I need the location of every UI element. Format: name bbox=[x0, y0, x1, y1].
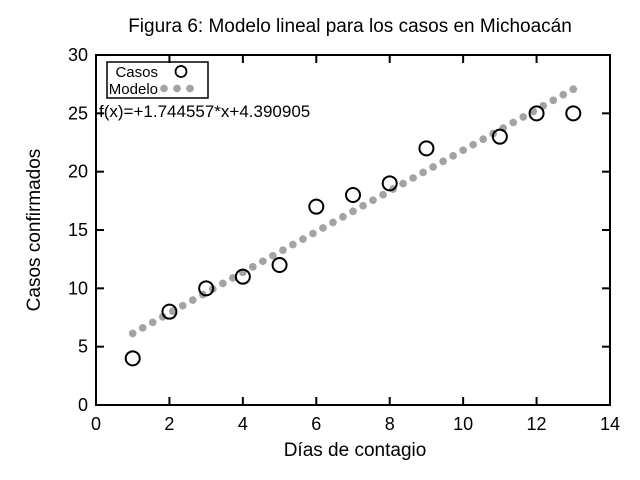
casos-point bbox=[565, 105, 582, 122]
modelo-point bbox=[219, 279, 227, 288]
modelo-point bbox=[539, 102, 548, 110]
modelo-point bbox=[409, 174, 417, 182]
modelo-series bbox=[128, 85, 578, 338]
modelo-point bbox=[309, 229, 317, 238]
casos-series bbox=[124, 105, 582, 367]
modelo-point bbox=[449, 151, 457, 160]
modelo-point bbox=[279, 246, 287, 254]
y-tick-label: 0 bbox=[78, 395, 88, 415]
x-tick-label: 2 bbox=[164, 414, 174, 434]
y-tick-label: 25 bbox=[68, 103, 88, 123]
modelo-point bbox=[359, 201, 367, 210]
modelo-point bbox=[509, 118, 518, 127]
casos-point bbox=[234, 268, 251, 285]
x-tick-label: 8 bbox=[385, 414, 395, 434]
x-tick-label: 0 bbox=[91, 414, 101, 434]
x-axis-label: Días de contagio bbox=[284, 440, 427, 461]
modelo-point bbox=[499, 124, 507, 132]
modelo-point bbox=[459, 146, 467, 155]
legend-modelo-marker bbox=[160, 84, 194, 93]
casos-point bbox=[345, 187, 361, 203]
modelo-point bbox=[519, 113, 528, 121]
modelo-point bbox=[229, 274, 237, 282]
legend-box bbox=[106, 61, 209, 99]
legend: Casos Modelo bbox=[106, 61, 209, 99]
modelo-point bbox=[469, 140, 477, 149]
modelo-point bbox=[188, 296, 197, 304]
modelo-point bbox=[269, 251, 277, 260]
modelo-point bbox=[299, 235, 307, 243]
modelo-point bbox=[399, 179, 407, 188]
y-tick-label: 30 bbox=[68, 45, 88, 65]
modelo-point bbox=[186, 84, 194, 93]
modelo-point bbox=[173, 84, 181, 93]
modelo-point bbox=[168, 307, 177, 316]
modelo-point bbox=[379, 190, 387, 199]
modelo-point bbox=[160, 84, 168, 93]
modelo-point bbox=[419, 168, 427, 177]
casos-point bbox=[381, 175, 398, 192]
model-equation-label: f(x)=+1.744557*x+4.390905 bbox=[99, 102, 310, 121]
modelo-point bbox=[128, 329, 137, 338]
casos-point bbox=[418, 140, 435, 157]
modelo-point bbox=[138, 324, 147, 332]
modelo-point bbox=[529, 107, 538, 116]
modelo-point bbox=[289, 240, 297, 249]
casos-point bbox=[124, 350, 141, 367]
modelo-point bbox=[439, 157, 447, 166]
chart-title: Figura 6: Modelo lineal para los casos e… bbox=[128, 16, 572, 37]
casos-point bbox=[308, 198, 325, 215]
casos-point bbox=[198, 280, 215, 297]
modelo-point bbox=[319, 224, 327, 232]
y-tick-label: 10 bbox=[68, 278, 88, 298]
modelo-point bbox=[148, 318, 157, 327]
modelo-point bbox=[549, 96, 558, 105]
modelo-point bbox=[239, 268, 247, 277]
modelo-point bbox=[339, 213, 347, 221]
modelo-point bbox=[158, 312, 167, 321]
casos-point bbox=[271, 257, 288, 273]
legend-label-casos: Casos bbox=[115, 64, 158, 81]
x-tick-label: 12 bbox=[527, 414, 547, 434]
x-tick-label: 6 bbox=[311, 414, 321, 434]
x-tick-label: 4 bbox=[238, 414, 248, 434]
modelo-point bbox=[429, 163, 437, 171]
modelo-point bbox=[259, 257, 267, 266]
modelo-point bbox=[349, 207, 357, 216]
modelo-point bbox=[559, 90, 568, 99]
modelo-point bbox=[569, 85, 578, 93]
modelo-point bbox=[369, 196, 377, 204]
modelo-point bbox=[249, 263, 257, 271]
x-tick-label: 10 bbox=[453, 414, 473, 434]
casos-point bbox=[528, 105, 545, 122]
legend-casos-marker bbox=[174, 65, 188, 78]
x-tick-label: 14 bbox=[600, 414, 620, 434]
y-tick-label: 20 bbox=[68, 162, 88, 182]
modelo-point bbox=[479, 135, 487, 143]
casos-point bbox=[161, 303, 178, 320]
y-tick-label: 5 bbox=[78, 337, 88, 357]
tick-labels: 0 2 4 6 8 10 12 14 0 5 10 15 20 25 30 bbox=[68, 45, 620, 434]
modelo-point bbox=[329, 218, 337, 227]
modelo-point bbox=[178, 301, 187, 310]
casos-point bbox=[491, 128, 508, 145]
legend-label-modelo: Modelo bbox=[109, 81, 158, 98]
y-axis-label: Casos confirmados bbox=[24, 149, 45, 312]
y-tick-label: 15 bbox=[68, 220, 88, 240]
